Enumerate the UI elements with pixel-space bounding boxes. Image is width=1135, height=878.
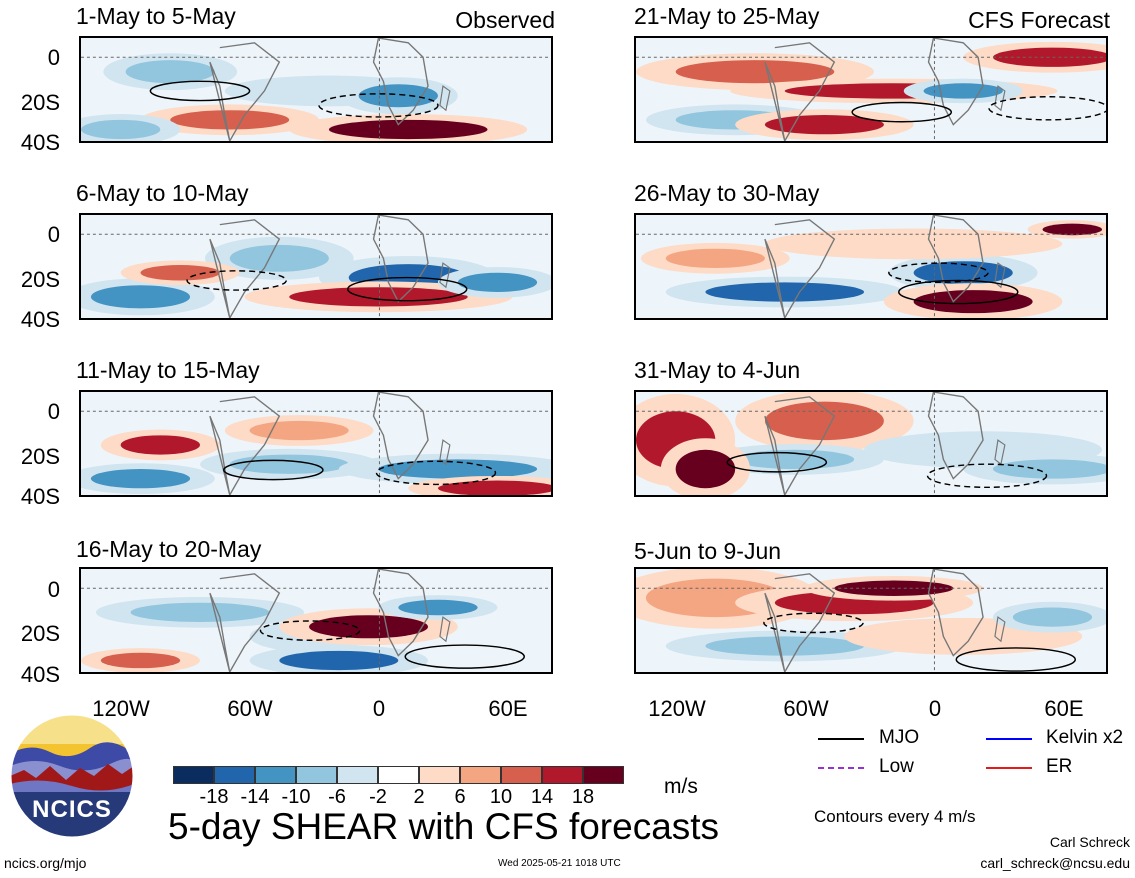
panel-title: 11-May to 15-May <box>76 357 260 383</box>
panel-title: 21-May to 25-May <box>634 3 820 29</box>
legend-line-mjo <box>818 738 864 740</box>
colorbar-swatch <box>214 766 255 784</box>
x-tick-label: 60W <box>783 696 829 721</box>
colorbar-swatch <box>542 766 583 784</box>
y-tick-label: 40S <box>20 307 60 332</box>
shear-map-forecast-1 <box>634 36 1108 143</box>
y-tick-label: 40S <box>20 662 60 687</box>
footer-timestamp: Wed 2025-05-21 1018 UTC <box>498 858 621 869</box>
y-tick-label: 0 <box>47 577 60 602</box>
shear-map-observed-1 <box>79 36 553 143</box>
legend-label-kelvin: Kelvin x2 <box>1046 727 1124 748</box>
y-tick-label: 40S <box>20 130 60 155</box>
footer-author: Carl Schreck <box>1049 834 1130 850</box>
colorbar-tick: 2 <box>413 786 425 808</box>
colorbar-tick: -2 <box>369 786 387 808</box>
colorbar-swatch <box>378 766 419 784</box>
colorbar-tick: -18 <box>199 786 229 808</box>
shear-map-observed-4 <box>79 567 553 674</box>
colorbar-unit: m/s <box>664 775 698 798</box>
colorbar-swatch <box>501 766 542 784</box>
colorbar-tick: -10 <box>281 786 311 808</box>
x-tick-label: 60W <box>227 696 273 721</box>
logo-text: NCICS <box>32 796 112 823</box>
x-tick-label: 120W <box>92 696 150 721</box>
y-tick-label: 20S <box>20 90 60 115</box>
colorbar-swatch <box>583 766 624 784</box>
colorbar-tick: 18 <box>571 786 595 808</box>
footer-email: carl_schreck@ncsu.edu <box>980 855 1130 871</box>
colorbar-tick: 14 <box>530 786 554 808</box>
y-tick-label: 0 <box>47 399 60 424</box>
x-tick-label: 60E <box>488 696 528 721</box>
legend-line-er <box>986 767 1032 769</box>
x-tick-label: 0 <box>372 696 386 721</box>
footer-url: ncics.org/mjo <box>4 855 87 871</box>
ncics-logo-icon <box>10 714 134 838</box>
colorbar-swatch <box>255 766 296 784</box>
panel-title: 31-May to 4-Jun <box>634 357 801 383</box>
y-tick-label: 20S <box>20 267 60 292</box>
panel-title: 16-May to 20-May <box>76 536 262 562</box>
forecast-label: CFS Forecast <box>968 7 1110 33</box>
panel-title: 6-May to 10-May <box>76 180 249 206</box>
panel-title: 5-Jun to 9-Jun <box>634 538 782 564</box>
panel-title: 26-May to 30-May <box>634 180 820 206</box>
colorbar-tick: 6 <box>454 786 466 808</box>
y-tick-label: 20S <box>20 444 60 469</box>
shear-map-forecast-4 <box>634 567 1108 674</box>
figure-title: 5-day SHEAR with CFS forecasts <box>168 806 720 847</box>
observed-label: Observed <box>455 7 555 33</box>
legend-label-mjo: MJO <box>879 727 920 748</box>
x-tick-label: 60E <box>1044 696 1084 721</box>
ncics-logo: NCICS <box>10 714 134 838</box>
y-tick-label: 0 <box>47 45 60 70</box>
shear-map-observed-3 <box>79 390 553 497</box>
shear-map-observed-2 <box>79 213 553 320</box>
colorbar-swatch <box>296 766 337 784</box>
colorbar-swatch <box>460 766 501 784</box>
shear-map-forecast-3 <box>634 390 1108 497</box>
colorbar-tick: -14 <box>240 786 270 808</box>
legend-line-kelvin <box>986 738 1032 740</box>
contour-note: Contours every 4 m/s <box>814 807 976 826</box>
colorbar-tick: 10 <box>489 786 513 808</box>
y-tick-label: 40S <box>20 484 60 509</box>
y-tick-label: 0 <box>47 222 60 247</box>
x-tick-label: 0 <box>928 696 942 721</box>
colorbar-tick: -6 <box>328 786 346 808</box>
legend-line-low <box>818 767 864 769</box>
y-tick-label: 20S <box>20 621 60 646</box>
legend-label-er: ER <box>1046 756 1073 777</box>
colorbar-swatch <box>173 766 214 784</box>
x-tick-label: 120W <box>648 696 706 721</box>
colorbar-swatch <box>337 766 378 784</box>
panel-title: 1-May to 5-May <box>76 3 236 29</box>
colorbar-swatch <box>419 766 460 784</box>
shear-map-forecast-2 <box>634 213 1108 320</box>
legend-label-low: Low <box>879 756 914 777</box>
